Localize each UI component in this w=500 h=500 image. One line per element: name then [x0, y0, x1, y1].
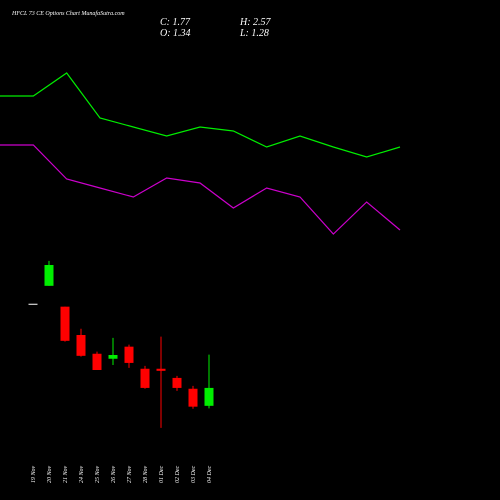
high-label: H: 2.57: [239, 17, 272, 28]
candle-body: [156, 368, 166, 371]
candle-body: [92, 353, 102, 370]
x-tick-label: 03 Dec: [191, 466, 197, 483]
open-label: O: 1.34: [160, 28, 191, 39]
x-tick-label: 26 Nov: [111, 465, 117, 483]
candle-body: [204, 387, 214, 406]
low-label: L: 1.28: [239, 28, 269, 39]
x-tick-label: 20 Nov: [47, 465, 53, 483]
candle-body: [108, 355, 118, 359]
candle-body: [60, 306, 70, 341]
x-tick-label: 19 Nov: [31, 465, 37, 483]
x-tick-label: 04 Dec: [206, 466, 213, 483]
candle-body: [76, 335, 86, 356]
chart-title: HFCL 73 CE Options Chart MunafaSutra.com: [11, 10, 125, 17]
candle-body: [172, 377, 182, 388]
x-tick-label: 24 Nov: [78, 465, 85, 483]
x-tick-label: 02 Dec: [175, 466, 181, 483]
line-series: [0, 72, 401, 158]
candle-body: [124, 346, 134, 363]
x-tick-label: 01 Dec: [159, 466, 165, 483]
x-tick-label: 28 Nov: [143, 465, 149, 483]
line-series: [0, 144, 401, 235]
close-label: C: 1.77: [160, 17, 191, 28]
x-tick-label: 21 Nov: [63, 465, 69, 483]
x-tick-label: 25 Nov: [95, 465, 101, 483]
candle-body: [28, 303, 38, 305]
x-tick-label: 27 Nov: [127, 465, 133, 483]
candle-body: [44, 265, 54, 286]
candle-body: [188, 388, 198, 407]
candle-body: [140, 368, 150, 388]
